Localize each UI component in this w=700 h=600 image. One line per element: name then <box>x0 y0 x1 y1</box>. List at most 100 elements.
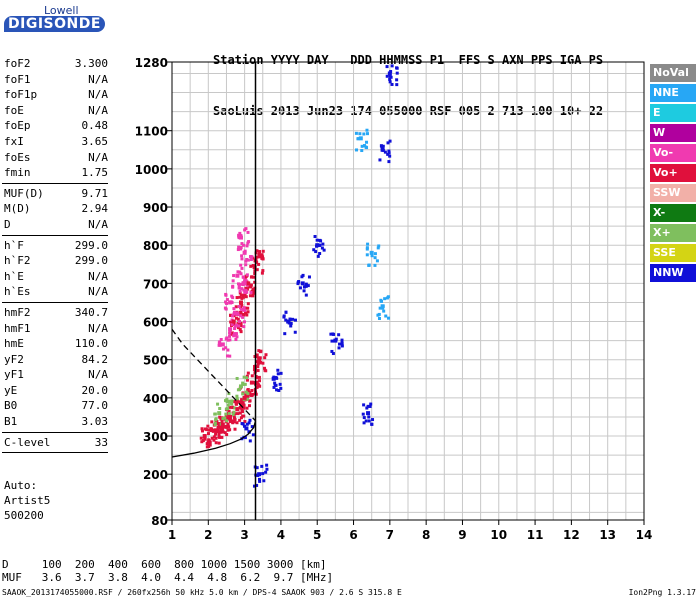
echo-point <box>360 149 364 153</box>
echo-point <box>237 320 241 324</box>
echo-point <box>337 333 341 337</box>
echo-point <box>237 286 241 290</box>
echo-point <box>340 338 344 342</box>
data-point <box>217 411 222 416</box>
echo-point <box>304 282 308 286</box>
echo-point <box>248 294 252 298</box>
echo-point <box>234 337 238 341</box>
echo-point <box>239 307 243 311</box>
param-row: foF2 3.300 <box>2 56 108 72</box>
echo-point <box>225 301 229 305</box>
echo-point <box>234 332 238 336</box>
echo-point <box>228 428 232 432</box>
echo-point <box>247 285 251 289</box>
echo-point <box>371 418 375 422</box>
echo-point <box>317 243 321 247</box>
trace-profile <box>171 420 257 458</box>
echo-point <box>249 283 253 287</box>
echo-point <box>232 334 236 338</box>
echo-point <box>229 313 233 317</box>
echo-point <box>260 464 264 468</box>
data-point <box>333 338 338 343</box>
echo-point <box>263 356 267 360</box>
echo-point <box>242 320 246 324</box>
echo-point <box>228 354 232 358</box>
echo-point <box>338 342 342 346</box>
param-row: B1 3.03 <box>2 414 108 430</box>
echo-point <box>253 280 257 284</box>
echo-point <box>225 433 229 437</box>
param-value: 340.7 <box>74 305 108 319</box>
param-row: MUF(D) 9.71 <box>2 186 108 202</box>
echo-point <box>244 259 248 263</box>
data-point <box>231 319 236 324</box>
echo-point <box>239 293 243 297</box>
data-point <box>257 472 262 477</box>
echo-point <box>224 293 228 297</box>
echo-point <box>228 334 232 338</box>
x-tick-label: 5 <box>313 528 321 542</box>
echo-point <box>252 368 256 372</box>
echo-point <box>238 411 242 415</box>
echo-point <box>219 426 223 430</box>
trace-muf-curve <box>171 328 256 422</box>
echo-point <box>212 435 216 439</box>
echo-point <box>388 139 392 143</box>
echo-point <box>365 132 369 136</box>
param-value: N/A <box>88 269 108 283</box>
echo-point <box>367 419 371 423</box>
param-name: foEs <box>4 150 31 164</box>
logo-digisonde-text: DIGISONDE <box>4 16 105 32</box>
footer-version: Ion2Png 1.3.17 <box>628 588 696 597</box>
echo-point <box>362 132 366 136</box>
data-point <box>366 411 371 416</box>
echo-point <box>236 322 240 326</box>
echo-point <box>229 418 233 422</box>
param-name: h`E <box>4 269 24 283</box>
echo-point <box>227 425 231 429</box>
param-row: hmF2 340.7 <box>2 305 108 321</box>
autoscale-info: Auto: Artist5 500200 <box>4 478 50 523</box>
echo-point <box>236 326 240 330</box>
echo-point <box>265 463 269 467</box>
echo-point <box>241 381 245 385</box>
echo-point <box>329 332 333 336</box>
echo-point <box>258 250 262 254</box>
plot-frame <box>171 61 645 521</box>
param-name: B0 <box>4 399 18 413</box>
echo-point <box>304 293 308 297</box>
echo-point <box>386 141 390 145</box>
echo-point <box>218 407 222 411</box>
echo-point <box>289 324 293 328</box>
echo-point <box>225 419 229 423</box>
digisonde-logo: Lowell DIGISONDE <box>4 4 105 50</box>
data-point <box>387 71 392 76</box>
echo-point <box>321 242 325 246</box>
param-row: M(D) 2.94 <box>2 201 108 217</box>
echo-point <box>235 394 239 398</box>
data-point <box>369 250 374 255</box>
param-row: h`F 299.0 <box>2 238 108 254</box>
echo-point <box>217 432 221 436</box>
param-value: 9.71 <box>81 186 109 200</box>
echo-point <box>375 259 379 263</box>
echo-point <box>293 318 297 322</box>
echo-point <box>217 423 221 427</box>
echo-point <box>246 306 250 310</box>
echo-point <box>250 275 254 279</box>
autoscale-code: 500200 <box>4 509 44 522</box>
x-tick-label: 1 <box>168 528 176 542</box>
echo-point <box>213 421 217 425</box>
data-point <box>238 235 243 240</box>
echo-point <box>230 399 234 403</box>
x-tick-label: 10 <box>490 528 507 542</box>
data-point <box>358 136 363 141</box>
y-tick-label: 500 <box>143 354 168 368</box>
echo-point <box>370 422 374 426</box>
echo-point <box>251 433 255 437</box>
echo-point <box>257 384 261 388</box>
echo-point <box>244 306 248 310</box>
echo-point <box>247 390 251 394</box>
echo-point <box>237 245 241 249</box>
